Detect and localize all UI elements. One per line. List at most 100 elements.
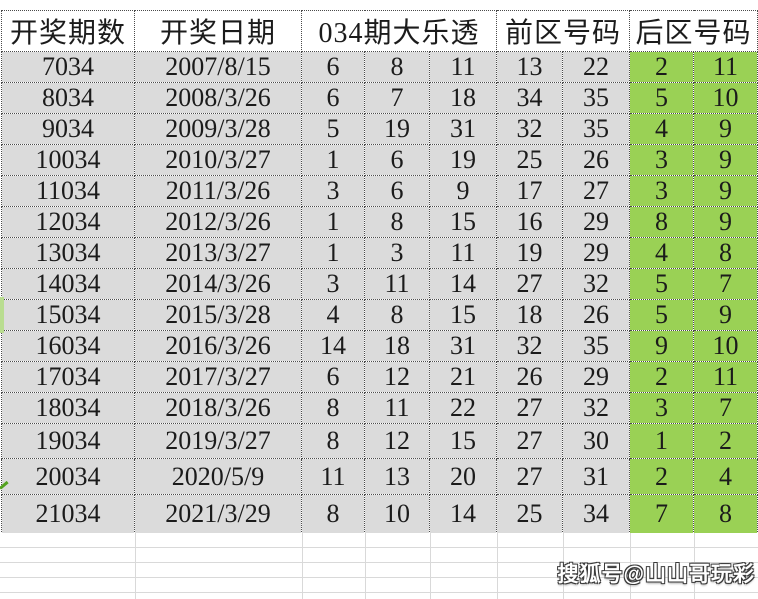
header-period[interactable]: 开奖期数 — [1, 10, 135, 52]
front-number-cell[interactable]: 11 — [364, 392, 430, 424]
front-number-cell[interactable]: 1 — [301, 237, 365, 269]
front-number-cell[interactable]: 14 — [301, 330, 365, 362]
period-cell[interactable]: 12034 — [1, 206, 135, 238]
front-number-cell[interactable]: 3 — [301, 268, 365, 300]
back-number-cell[interactable]: 9 — [693, 175, 758, 207]
front-number-cell[interactable]: 11 — [428, 237, 498, 269]
date-cell[interactable]: 2011/3/26 — [134, 175, 302, 207]
period-cell[interactable]: 13034 — [1, 237, 135, 269]
date-cell[interactable]: 2020/5/9 — [134, 458, 302, 495]
date-cell[interactable]: 2010/3/27 — [134, 144, 302, 176]
date-cell[interactable]: 2014/3/26 — [134, 268, 302, 300]
front-number-cell[interactable]: 11 — [301, 458, 365, 495]
back-number-cell[interactable]: 2 — [693, 423, 758, 459]
front-number-cell[interactable]: 19 — [364, 113, 430, 145]
front-number-cell[interactable]: 22 — [562, 51, 631, 83]
back-number-cell[interactable]: 10 — [693, 330, 758, 362]
front-number-cell[interactable]: 25 — [496, 494, 564, 534]
header-front-zone[interactable]: 前区号码 — [496, 10, 631, 52]
front-number-cell[interactable]: 6 — [301, 51, 365, 83]
front-number-cell[interactable]: 10 — [364, 494, 430, 534]
period-cell[interactable]: 20034 — [1, 458, 135, 495]
front-number-cell[interactable]: 26 — [496, 361, 564, 393]
back-number-cell[interactable]: 8 — [693, 237, 758, 269]
front-number-cell[interactable]: 1 — [301, 206, 365, 238]
front-number-cell[interactable]: 6 — [364, 144, 430, 176]
front-number-cell[interactable]: 18 — [496, 299, 564, 331]
front-number-cell[interactable]: 6 — [301, 82, 365, 114]
front-number-cell[interactable]: 27 — [496, 268, 564, 300]
front-number-cell[interactable]: 32 — [496, 113, 564, 145]
front-number-cell[interactable]: 3 — [364, 237, 430, 269]
front-number-cell[interactable]: 34 — [562, 494, 631, 534]
front-number-cell[interactable]: 31 — [428, 113, 498, 145]
front-number-cell[interactable]: 8 — [301, 494, 365, 534]
back-number-cell[interactable]: 11 — [693, 51, 758, 83]
front-number-cell[interactable]: 4 — [301, 299, 365, 331]
back-number-cell[interactable]: 5 — [629, 82, 695, 114]
back-number-cell[interactable]: 3 — [629, 392, 695, 424]
front-number-cell[interactable]: 31 — [428, 330, 498, 362]
period-cell[interactable]: 7034 — [1, 51, 135, 83]
front-number-cell[interactable]: 15 — [428, 423, 498, 459]
front-number-cell[interactable]: 22 — [428, 392, 498, 424]
front-number-cell[interactable]: 29 — [562, 361, 631, 393]
back-number-cell[interactable]: 2 — [629, 361, 695, 393]
front-number-cell[interactable]: 9 — [428, 175, 498, 207]
date-cell[interactable]: 2007/8/15 — [134, 51, 302, 83]
front-number-cell[interactable]: 6 — [301, 361, 365, 393]
date-cell[interactable]: 2017/3/27 — [134, 361, 302, 393]
front-number-cell[interactable]: 32 — [562, 392, 631, 424]
front-number-cell[interactable]: 15 — [428, 299, 498, 331]
front-number-cell[interactable]: 34 — [496, 82, 564, 114]
front-number-cell[interactable]: 32 — [562, 268, 631, 300]
front-number-cell[interactable]: 12 — [364, 423, 430, 459]
front-number-cell[interactable]: 35 — [562, 113, 631, 145]
period-cell[interactable]: 18034 — [1, 392, 135, 424]
period-cell[interactable]: 10034 — [1, 144, 135, 176]
period-cell[interactable]: 15034 — [1, 299, 135, 331]
back-number-cell[interactable]: 7 — [693, 392, 758, 424]
period-cell[interactable]: 9034 — [1, 113, 135, 145]
front-number-cell[interactable]: 13 — [496, 51, 564, 83]
front-number-cell[interactable]: 15 — [428, 206, 498, 238]
front-number-cell[interactable]: 3 — [301, 175, 365, 207]
date-cell[interactable]: 2021/3/29 — [134, 494, 302, 534]
back-number-cell[interactable]: 3 — [629, 144, 695, 176]
front-number-cell[interactable]: 13 — [364, 458, 430, 495]
period-cell[interactable]: 21034 — [1, 494, 135, 534]
back-number-cell[interactable]: 4 — [629, 113, 695, 145]
front-number-cell[interactable]: 8 — [364, 206, 430, 238]
date-cell[interactable]: 2012/3/26 — [134, 206, 302, 238]
front-number-cell[interactable]: 35 — [562, 82, 631, 114]
back-number-cell[interactable]: 7 — [693, 268, 758, 300]
back-number-cell[interactable]: 2 — [629, 51, 695, 83]
period-cell[interactable]: 14034 — [1, 268, 135, 300]
back-number-cell[interactable]: 10 — [693, 82, 758, 114]
period-cell[interactable]: 16034 — [1, 330, 135, 362]
back-number-cell[interactable]: 9 — [629, 330, 695, 362]
period-cell[interactable]: 8034 — [1, 82, 135, 114]
front-number-cell[interactable]: 5 — [301, 113, 365, 145]
date-cell[interactable]: 2018/3/26 — [134, 392, 302, 424]
period-cell[interactable]: 19034 — [1, 423, 135, 459]
date-cell[interactable]: 2019/3/27 — [134, 423, 302, 459]
front-number-cell[interactable]: 27 — [496, 392, 564, 424]
front-number-cell[interactable]: 26 — [562, 299, 631, 331]
front-number-cell[interactable]: 7 — [364, 82, 430, 114]
front-number-cell[interactable]: 6 — [364, 175, 430, 207]
back-number-cell[interactable]: 7 — [629, 494, 695, 534]
back-number-cell[interactable]: 5 — [629, 268, 695, 300]
front-number-cell[interactable]: 12 — [364, 361, 430, 393]
front-number-cell[interactable]: 19 — [428, 144, 498, 176]
front-number-cell[interactable]: 18 — [428, 82, 498, 114]
front-number-cell[interactable]: 18 — [364, 330, 430, 362]
back-number-cell[interactable]: 1 — [629, 423, 695, 459]
date-cell[interactable]: 2008/3/26 — [134, 82, 302, 114]
back-number-cell[interactable]: 8 — [693, 494, 758, 534]
date-cell[interactable]: 2015/3/28 — [134, 299, 302, 331]
front-number-cell[interactable]: 35 — [562, 330, 631, 362]
header-lotto-title[interactable]: 034期大乐透 — [300, 10, 498, 52]
front-number-cell[interactable]: 14 — [428, 494, 498, 534]
front-number-cell[interactable]: 8 — [364, 51, 430, 83]
